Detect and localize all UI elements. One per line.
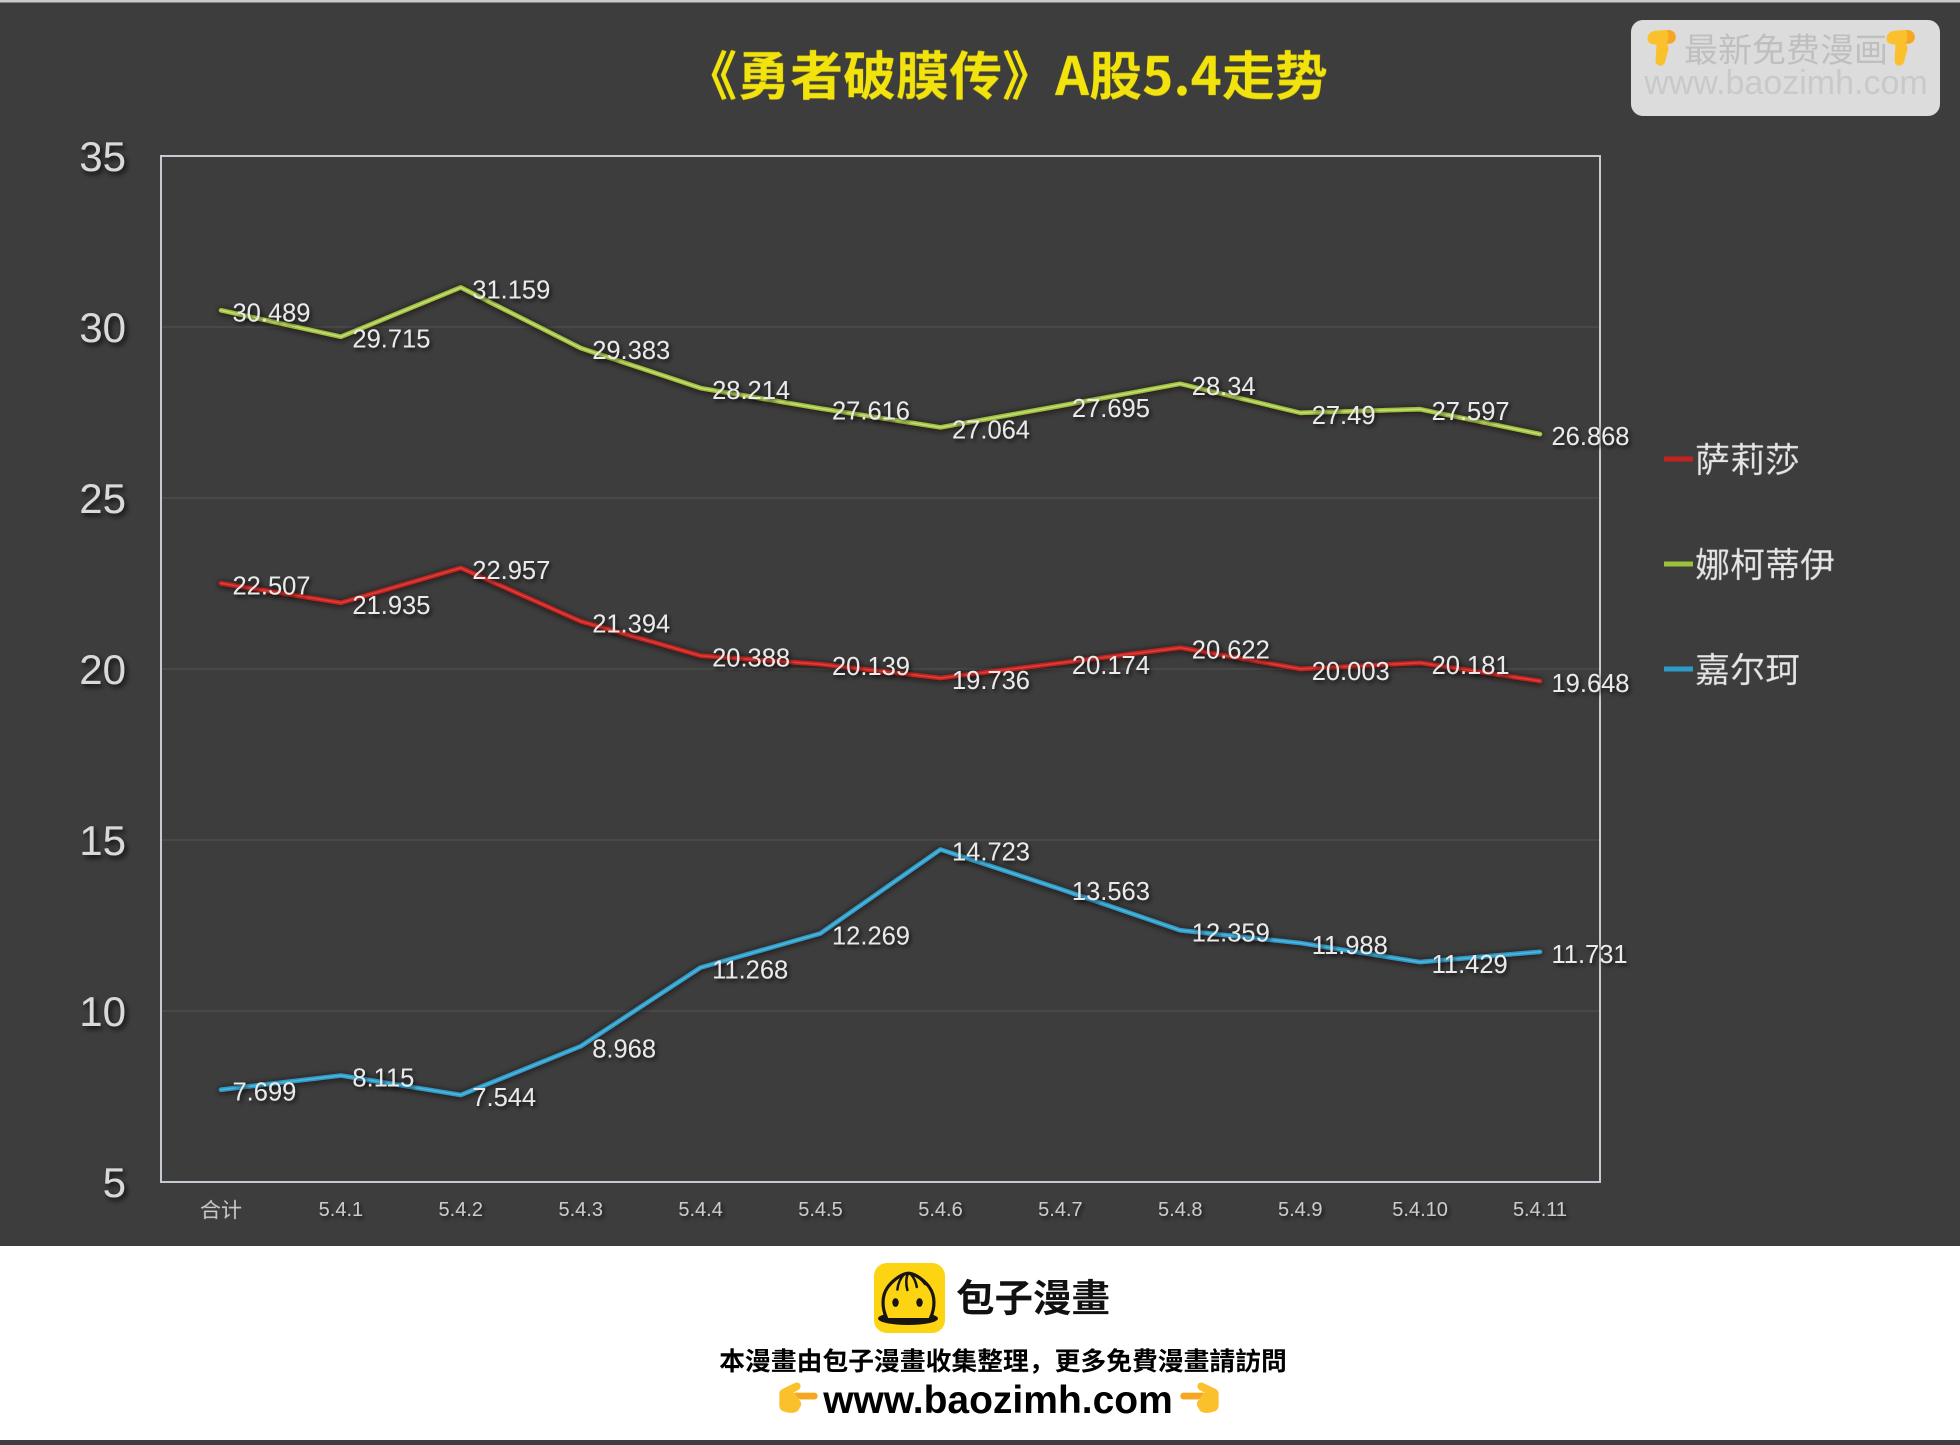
svg-text:www.baozimh.com: www.baozimh.com [1643,64,1927,102]
svg-text:7.544: 7.544 [472,1084,536,1112]
svg-text:8.968: 8.968 [592,1035,656,1063]
svg-text:28.214: 28.214 [712,377,790,405]
svg-text:22.507: 22.507 [233,572,311,600]
svg-text:22.957: 22.957 [472,557,550,585]
svg-text:13.563: 13.563 [1072,878,1150,906]
svg-text:27.064: 27.064 [952,416,1030,444]
svg-text:20.003: 20.003 [1312,658,1390,686]
svg-text:15: 15 [79,817,126,864]
svg-text:11.429: 11.429 [1432,951,1508,979]
svg-text:5.4.9: 5.4.9 [1278,1199,1322,1221]
svg-text:20.174: 20.174 [1072,652,1150,680]
svg-text:20: 20 [79,646,126,693]
svg-text:25: 25 [79,475,126,522]
svg-text:5.4.2: 5.4.2 [439,1199,483,1221]
svg-text:20.181: 20.181 [1432,652,1510,680]
svg-text:20.622: 20.622 [1192,637,1270,665]
svg-text:5: 5 [103,1159,126,1206]
svg-text:29.715: 29.715 [352,326,430,354]
svg-text:30: 30 [79,304,126,351]
svg-text:12.359: 12.359 [1192,919,1270,947]
svg-text:5.4.4: 5.4.4 [678,1199,722,1221]
svg-text:19.736: 19.736 [952,667,1030,695]
svg-text:5.4.10: 5.4.10 [1392,1199,1448,1221]
svg-text:8.115: 8.115 [352,1065,414,1093]
svg-text:29.383: 29.383 [592,337,670,365]
svg-text:www.baozimh.com: www.baozimh.com [822,1379,1173,1422]
svg-text:7.699: 7.699 [233,1079,297,1107]
svg-text:26.868: 26.868 [1552,423,1630,451]
svg-text:11.988: 11.988 [1312,932,1388,960]
svg-text:5.4.8: 5.4.8 [1158,1199,1202,1221]
svg-text:5.4.1: 5.4.1 [319,1199,363,1221]
svg-text:28.34: 28.34 [1192,373,1256,401]
svg-text:19.648: 19.648 [1552,670,1630,698]
svg-text:31.159: 31.159 [472,276,550,304]
svg-text:5.4.5: 5.4.5 [798,1199,842,1221]
svg-text:11.268: 11.268 [712,957,788,985]
svg-text:5.4.3: 5.4.3 [558,1199,602,1221]
svg-text:27.597: 27.597 [1432,398,1510,426]
svg-text:14.723: 14.723 [952,839,1030,867]
svg-text:5.4.11: 5.4.11 [1513,1199,1567,1221]
svg-text:5.4.6: 5.4.6 [918,1199,962,1221]
svg-text:12.269: 12.269 [832,922,910,950]
svg-text:27.616: 27.616 [832,398,910,426]
svg-text:27.49: 27.49 [1312,402,1376,430]
svg-text:21.935: 21.935 [352,592,430,620]
svg-text:20.388: 20.388 [712,645,790,673]
svg-text:11.731: 11.731 [1552,941,1628,969]
svg-text:5.4.7: 5.4.7 [1038,1199,1082,1221]
svg-text:20.139: 20.139 [832,653,910,681]
svg-text:35: 35 [79,133,126,180]
svg-text:21.394: 21.394 [592,610,670,638]
svg-text:10: 10 [79,988,126,1035]
svg-text:30.489: 30.489 [233,299,311,327]
svg-text:27.695: 27.695 [1072,395,1150,423]
